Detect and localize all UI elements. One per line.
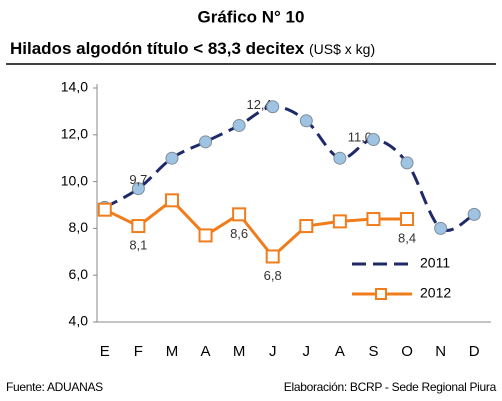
source: Fuente: ADUANAS — [6, 380, 103, 394]
data-label: 8,1 — [129, 237, 147, 252]
x-tick-label: M — [166, 343, 179, 360]
marker — [199, 135, 213, 149]
subtitle-unit: (US$ x kg) — [309, 41, 375, 57]
legend-marker — [375, 288, 387, 300]
x-tick-label: N — [435, 343, 446, 360]
series-line — [104, 198, 408, 259]
marker — [299, 219, 314, 234]
marker — [400, 212, 415, 227]
credit: Elaboración: BCRP - Sede Regional Piura — [284, 380, 497, 394]
marker — [165, 151, 179, 165]
subtitle: Hilados algodón título < 83,3 decitex — [10, 39, 305, 58]
legend-label: 2012 — [420, 285, 451, 301]
data-label: 11,0 — [348, 130, 372, 145]
y-tick-label: 6,0 — [69, 266, 89, 282]
marker — [131, 182, 145, 196]
data-label: 8,6 — [230, 226, 248, 241]
data-label: 8,4 — [398, 230, 416, 245]
marker — [164, 193, 179, 208]
chart-subtitle: Hilados algodón título < 83,3 decitex (U… — [10, 39, 375, 58]
legend-label: 2011 — [420, 255, 450, 271]
marker — [131, 219, 146, 234]
marker — [366, 132, 380, 146]
x-tick-label: A — [201, 343, 211, 360]
marker — [434, 221, 448, 235]
chart-title: Gráfico N° 10 — [198, 7, 305, 26]
marker — [332, 214, 347, 229]
data-label: 9,7 — [129, 172, 147, 187]
marker — [467, 207, 481, 221]
x-tick-label: F — [134, 343, 143, 360]
marker — [97, 202, 112, 217]
x-tick-label: J — [303, 343, 311, 360]
data-label: 12,4 — [246, 97, 271, 112]
x-tick-label: S — [368, 343, 378, 360]
data-label: 6,8 — [264, 268, 282, 283]
marker — [400, 156, 414, 170]
series-line — [104, 105, 475, 232]
x-tick-label: O — [401, 343, 413, 360]
y-tick-label: 10,0 — [61, 172, 88, 188]
y-tick-label: 14,0 — [61, 79, 88, 95]
x-tick-label: A — [335, 343, 345, 360]
marker — [232, 207, 247, 222]
x-tick-label: J — [269, 343, 277, 360]
y-tick-label: 12,0 — [61, 126, 88, 142]
marker — [333, 151, 347, 165]
y-tick-label: 4,0 — [69, 313, 89, 329]
marker — [265, 249, 280, 264]
marker — [299, 114, 313, 128]
marker — [232, 118, 246, 132]
x-tick-label: M — [233, 343, 246, 360]
marker — [198, 228, 213, 243]
marker — [266, 100, 280, 114]
y-tick-label: 8,0 — [69, 219, 89, 235]
x-tick-label: D — [469, 343, 480, 360]
x-tick-label: E — [100, 343, 110, 360]
marker — [366, 212, 381, 227]
